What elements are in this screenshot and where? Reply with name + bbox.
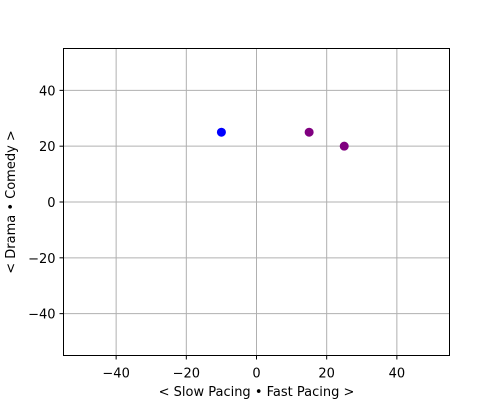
grid-lines [63, 48, 450, 356]
x-tick-label: 40 [389, 367, 406, 382]
data-point [304, 127, 314, 137]
y-tick-label: −40 [28, 308, 55, 323]
y-axis-label: < Drama • Comedy > [4, 130, 19, 274]
y-tick-label: 0 [47, 196, 55, 211]
x-tick-label: 0 [252, 367, 260, 382]
x-tick-label: −40 [102, 367, 129, 382]
x-tick-label: −20 [173, 367, 200, 382]
data-point [339, 141, 349, 151]
y-tick-label: 40 [39, 84, 56, 99]
x-axis-ticks: −40 −20 0 20 40 [102, 355, 406, 382]
x-tick-label: 20 [318, 367, 335, 382]
data-points [216, 127, 349, 151]
x-axis-label: < Slow Pacing • Fast Pacing > [159, 385, 355, 400]
y-tick-label: −20 [28, 252, 55, 267]
y-tick-label: 20 [39, 140, 56, 155]
y-axis-ticks: −40 −20 0 20 40 [28, 84, 64, 323]
data-point [216, 127, 226, 137]
